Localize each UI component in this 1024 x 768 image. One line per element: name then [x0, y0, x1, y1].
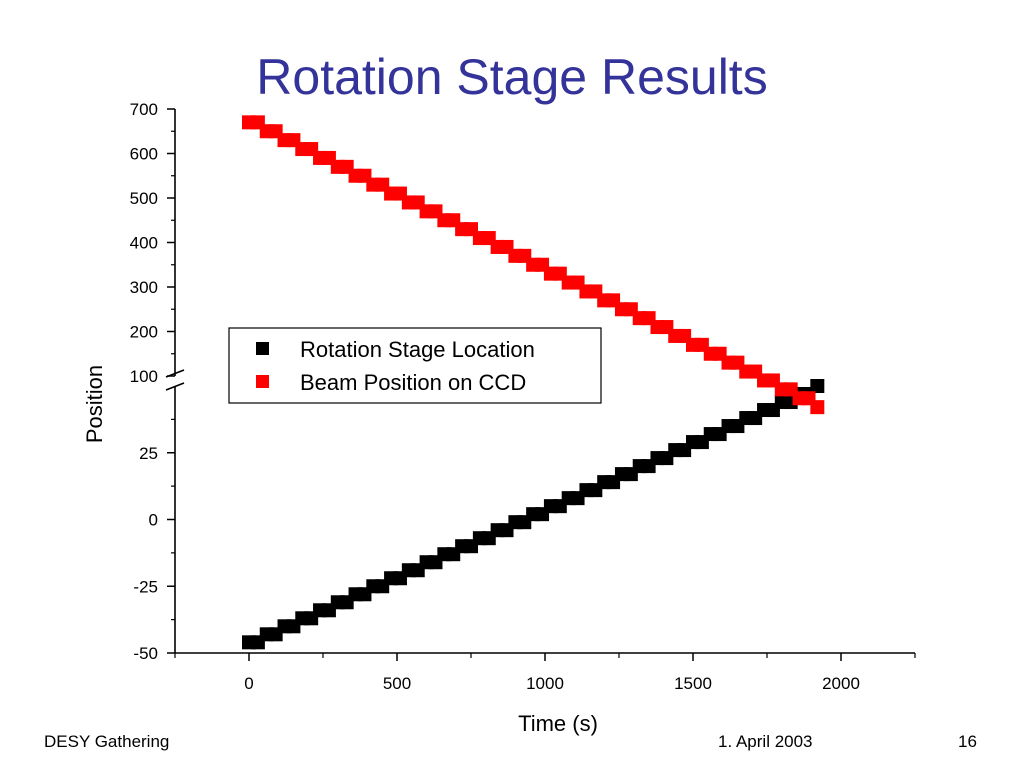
y-tick-label: 600 — [130, 145, 158, 164]
y-tick-label: 200 — [130, 323, 158, 342]
page-number: 16 — [958, 732, 977, 751]
y-tick-label: 700 — [130, 100, 158, 119]
y-axis-title: Position — [82, 365, 107, 443]
x-tick-label: 1000 — [526, 674, 564, 693]
x-tick-label: 500 — [383, 674, 411, 693]
legend-box — [228, 327, 602, 404]
y-tick-label: 400 — [130, 234, 158, 253]
x-tick-label: 2000 — [822, 674, 860, 693]
legend-marker — [256, 342, 269, 355]
y-tick-label: -50 — [133, 644, 158, 663]
slide-title: Rotation Stage Results — [256, 49, 768, 105]
x-tick-label: 0 — [244, 674, 253, 693]
y-tick-label: 100 — [130, 367, 158, 386]
data-point-stage — [810, 379, 825, 393]
footer-left: DESY Gathering — [44, 732, 170, 751]
data-point-beam — [810, 400, 825, 415]
y-tick-label: 25 — [139, 444, 158, 463]
y-tick-label: 0 — [149, 511, 158, 530]
legend-label: Beam Position on CCD — [300, 370, 526, 395]
x-axis-title: Time (s) — [518, 711, 598, 736]
footer-date: 1. April 2003 — [718, 732, 813, 751]
y-tick-label: 500 — [130, 189, 158, 208]
y-tick-label: 300 — [130, 278, 158, 297]
legend-label: Rotation Stage Location — [300, 337, 535, 362]
x-tick-label: 1500 — [674, 674, 712, 693]
axis-break-mark — [165, 369, 185, 391]
y-tick-label: -25 — [133, 577, 158, 596]
legend-marker — [256, 375, 269, 388]
